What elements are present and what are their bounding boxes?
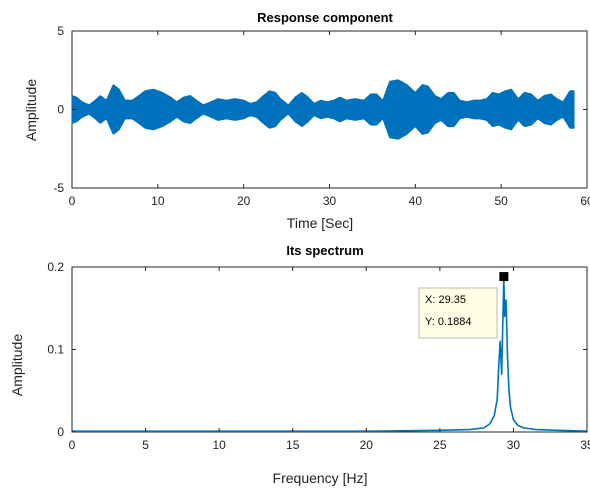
- x-tick-label: 40: [409, 194, 423, 208]
- x-tick-label: 50: [494, 194, 508, 208]
- datatip-y-text: Y: 0.1884: [425, 316, 472, 328]
- datatip-box: [418, 287, 498, 339]
- x-tick-label: 25: [433, 438, 447, 452]
- spectrum-plot: Its spectrum 0 5 10 15 20 25 30 35 0 0.1 0.2 Freq…: [9, 243, 590, 486]
- x-tick-label: 15: [286, 438, 300, 452]
- x-tick-label: 20: [237, 194, 251, 208]
- datatip-x-text: X: 29.35: [425, 294, 466, 306]
- y-tick-label: -5: [53, 181, 64, 195]
- datatip[interactable]: X: 29.35 Y: 0.1884: [418, 272, 509, 339]
- response-series: [71, 79, 575, 140]
- response-data: [71, 79, 575, 140]
- spectrum-series: [72, 275, 588, 432]
- x-tick-label: 0: [69, 438, 76, 452]
- spectrum-data: [72, 275, 588, 432]
- x-tick-label: 30: [507, 438, 521, 452]
- spectrum-title: Its spectrum: [286, 243, 363, 258]
- y-tick-label: 0.2: [47, 260, 64, 274]
- x-tick-label: 0: [69, 194, 76, 208]
- response-title: Response component: [257, 10, 393, 25]
- response-y-ticks: -5 0 5: [53, 24, 587, 195]
- y-tick-label: 5: [57, 24, 64, 38]
- response-plot: Response component 0 10 20 30 40 50 60 -5 0 5 Ti…: [23, 10, 590, 231]
- y-tick-label: 0: [57, 103, 64, 117]
- y-tick-label: 0: [57, 425, 64, 439]
- x-tick-label: 20: [360, 438, 374, 452]
- spectrum-xlabel: Frequency [Hz]: [273, 470, 368, 486]
- x-tick-label: 30: [323, 194, 337, 208]
- spectrum-y-ticks: 0 0.1 0.2: [47, 260, 587, 439]
- x-tick-label: 5: [142, 438, 149, 452]
- response-xlabel: Time [Sec]: [287, 215, 353, 231]
- spectrum-ylabel: Amplitude: [9, 334, 25, 396]
- x-tick-label: 60: [580, 194, 590, 208]
- x-tick-label: 10: [151, 194, 165, 208]
- datatip-marker[interactable]: [499, 272, 509, 282]
- response-x-ticks: 0 10 20 30 40 50 60: [69, 31, 590, 208]
- x-tick-label: 10: [212, 438, 226, 452]
- x-tick-label: 35: [580, 438, 590, 452]
- response-ylabel: Amplitude: [23, 79, 39, 141]
- y-tick-label: 0.1: [47, 343, 64, 357]
- spectrum-x-ticks: 0 5 10 15 20 25 30 35: [69, 267, 590, 452]
